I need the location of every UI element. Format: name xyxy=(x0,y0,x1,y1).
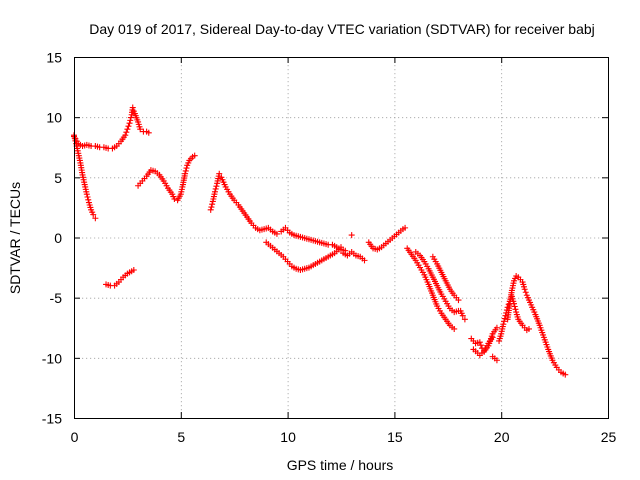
x-tick-label: 0 xyxy=(71,429,79,445)
y-tick-label: 5 xyxy=(54,170,62,186)
data-point xyxy=(209,201,216,208)
data-point xyxy=(521,286,528,293)
data-point xyxy=(273,230,280,237)
series-arc-3 xyxy=(131,110,152,136)
data-point xyxy=(348,232,355,239)
x-tick-label: 10 xyxy=(280,429,296,445)
data-point xyxy=(123,129,130,136)
data-point xyxy=(500,321,507,328)
x-tick-labels: 0 5 10 15 20 25 xyxy=(71,429,617,445)
chart-title: Day 019 of 2017, Sidereal Day-to-day VTE… xyxy=(89,21,595,37)
series-arc-20 xyxy=(504,273,569,378)
y-tick-label: 15 xyxy=(46,50,62,66)
data-point xyxy=(522,289,529,296)
series-arc-8 xyxy=(263,239,344,273)
data-point xyxy=(85,196,92,203)
data-point xyxy=(127,117,134,124)
data-point xyxy=(182,167,189,174)
series-arc-6 xyxy=(207,170,280,237)
x-tick-label: 15 xyxy=(387,429,403,445)
data-point xyxy=(92,215,99,222)
data-point xyxy=(90,211,97,218)
data-point xyxy=(124,126,131,133)
data-point xyxy=(127,114,134,121)
x-tick-label: 20 xyxy=(494,429,510,445)
data-point xyxy=(477,342,484,349)
y-tick-label: 10 xyxy=(46,110,62,126)
data-point xyxy=(511,303,518,310)
series-arc-4 xyxy=(103,266,137,289)
data-point xyxy=(145,129,152,136)
y-tick-label: 0 xyxy=(54,230,62,246)
data-point xyxy=(451,325,458,332)
data-point xyxy=(191,152,198,159)
data-point xyxy=(129,104,136,111)
data-point xyxy=(182,170,189,177)
data-point xyxy=(213,183,220,190)
y-tick-labels: -15 -10 -5 0 5 10 15 xyxy=(42,50,62,427)
data-point xyxy=(207,206,214,213)
data-point xyxy=(171,195,178,202)
data-point xyxy=(493,357,500,364)
data-point xyxy=(122,132,129,139)
data-point xyxy=(208,204,215,211)
series-arc-14 xyxy=(429,253,462,304)
y-axis-label: SDTVAR / TECUs xyxy=(7,182,23,294)
y-tick-label: -5 xyxy=(50,290,63,306)
data-point xyxy=(83,191,90,198)
data-point xyxy=(183,165,190,172)
series-arc-10 xyxy=(348,232,355,239)
data-point xyxy=(216,170,223,177)
series-arc-5 xyxy=(135,152,198,204)
data-point xyxy=(455,297,462,304)
series-arc-2 xyxy=(71,104,137,152)
series-arc-15 xyxy=(457,307,468,323)
series-arc-11 xyxy=(365,224,409,253)
y-tick-label: -10 xyxy=(42,350,62,366)
data-point xyxy=(126,120,133,127)
data-point xyxy=(212,185,219,192)
data-point xyxy=(461,316,468,323)
x-axis-label: GPS time / hours xyxy=(287,457,394,473)
data-point xyxy=(512,306,519,313)
data-point xyxy=(137,126,144,133)
data-point xyxy=(459,312,466,319)
x-tick-label: 5 xyxy=(177,429,185,445)
series-arc-18 xyxy=(489,353,500,364)
series-arc-13 xyxy=(412,248,462,316)
data-point xyxy=(501,315,508,322)
data-point xyxy=(562,371,569,378)
data-point xyxy=(84,193,91,200)
data-point xyxy=(125,123,132,130)
data-point xyxy=(476,339,483,346)
data-point xyxy=(361,257,368,264)
data-point xyxy=(525,325,532,332)
data-point xyxy=(501,318,508,325)
data-point xyxy=(211,188,218,195)
series-arc-9 xyxy=(340,248,368,264)
x-tick-label: 25 xyxy=(601,429,617,445)
series-arc-17 xyxy=(470,334,496,359)
data-points xyxy=(71,104,569,378)
data-point xyxy=(338,244,344,251)
tick-marks xyxy=(74,57,609,419)
y-tick-label: -15 xyxy=(42,411,62,427)
series-arc-7 xyxy=(278,224,349,254)
data-point xyxy=(130,266,137,273)
data-point xyxy=(402,224,409,231)
data-point xyxy=(493,324,500,331)
data-point xyxy=(489,334,496,341)
series-arc-12 xyxy=(404,245,458,332)
